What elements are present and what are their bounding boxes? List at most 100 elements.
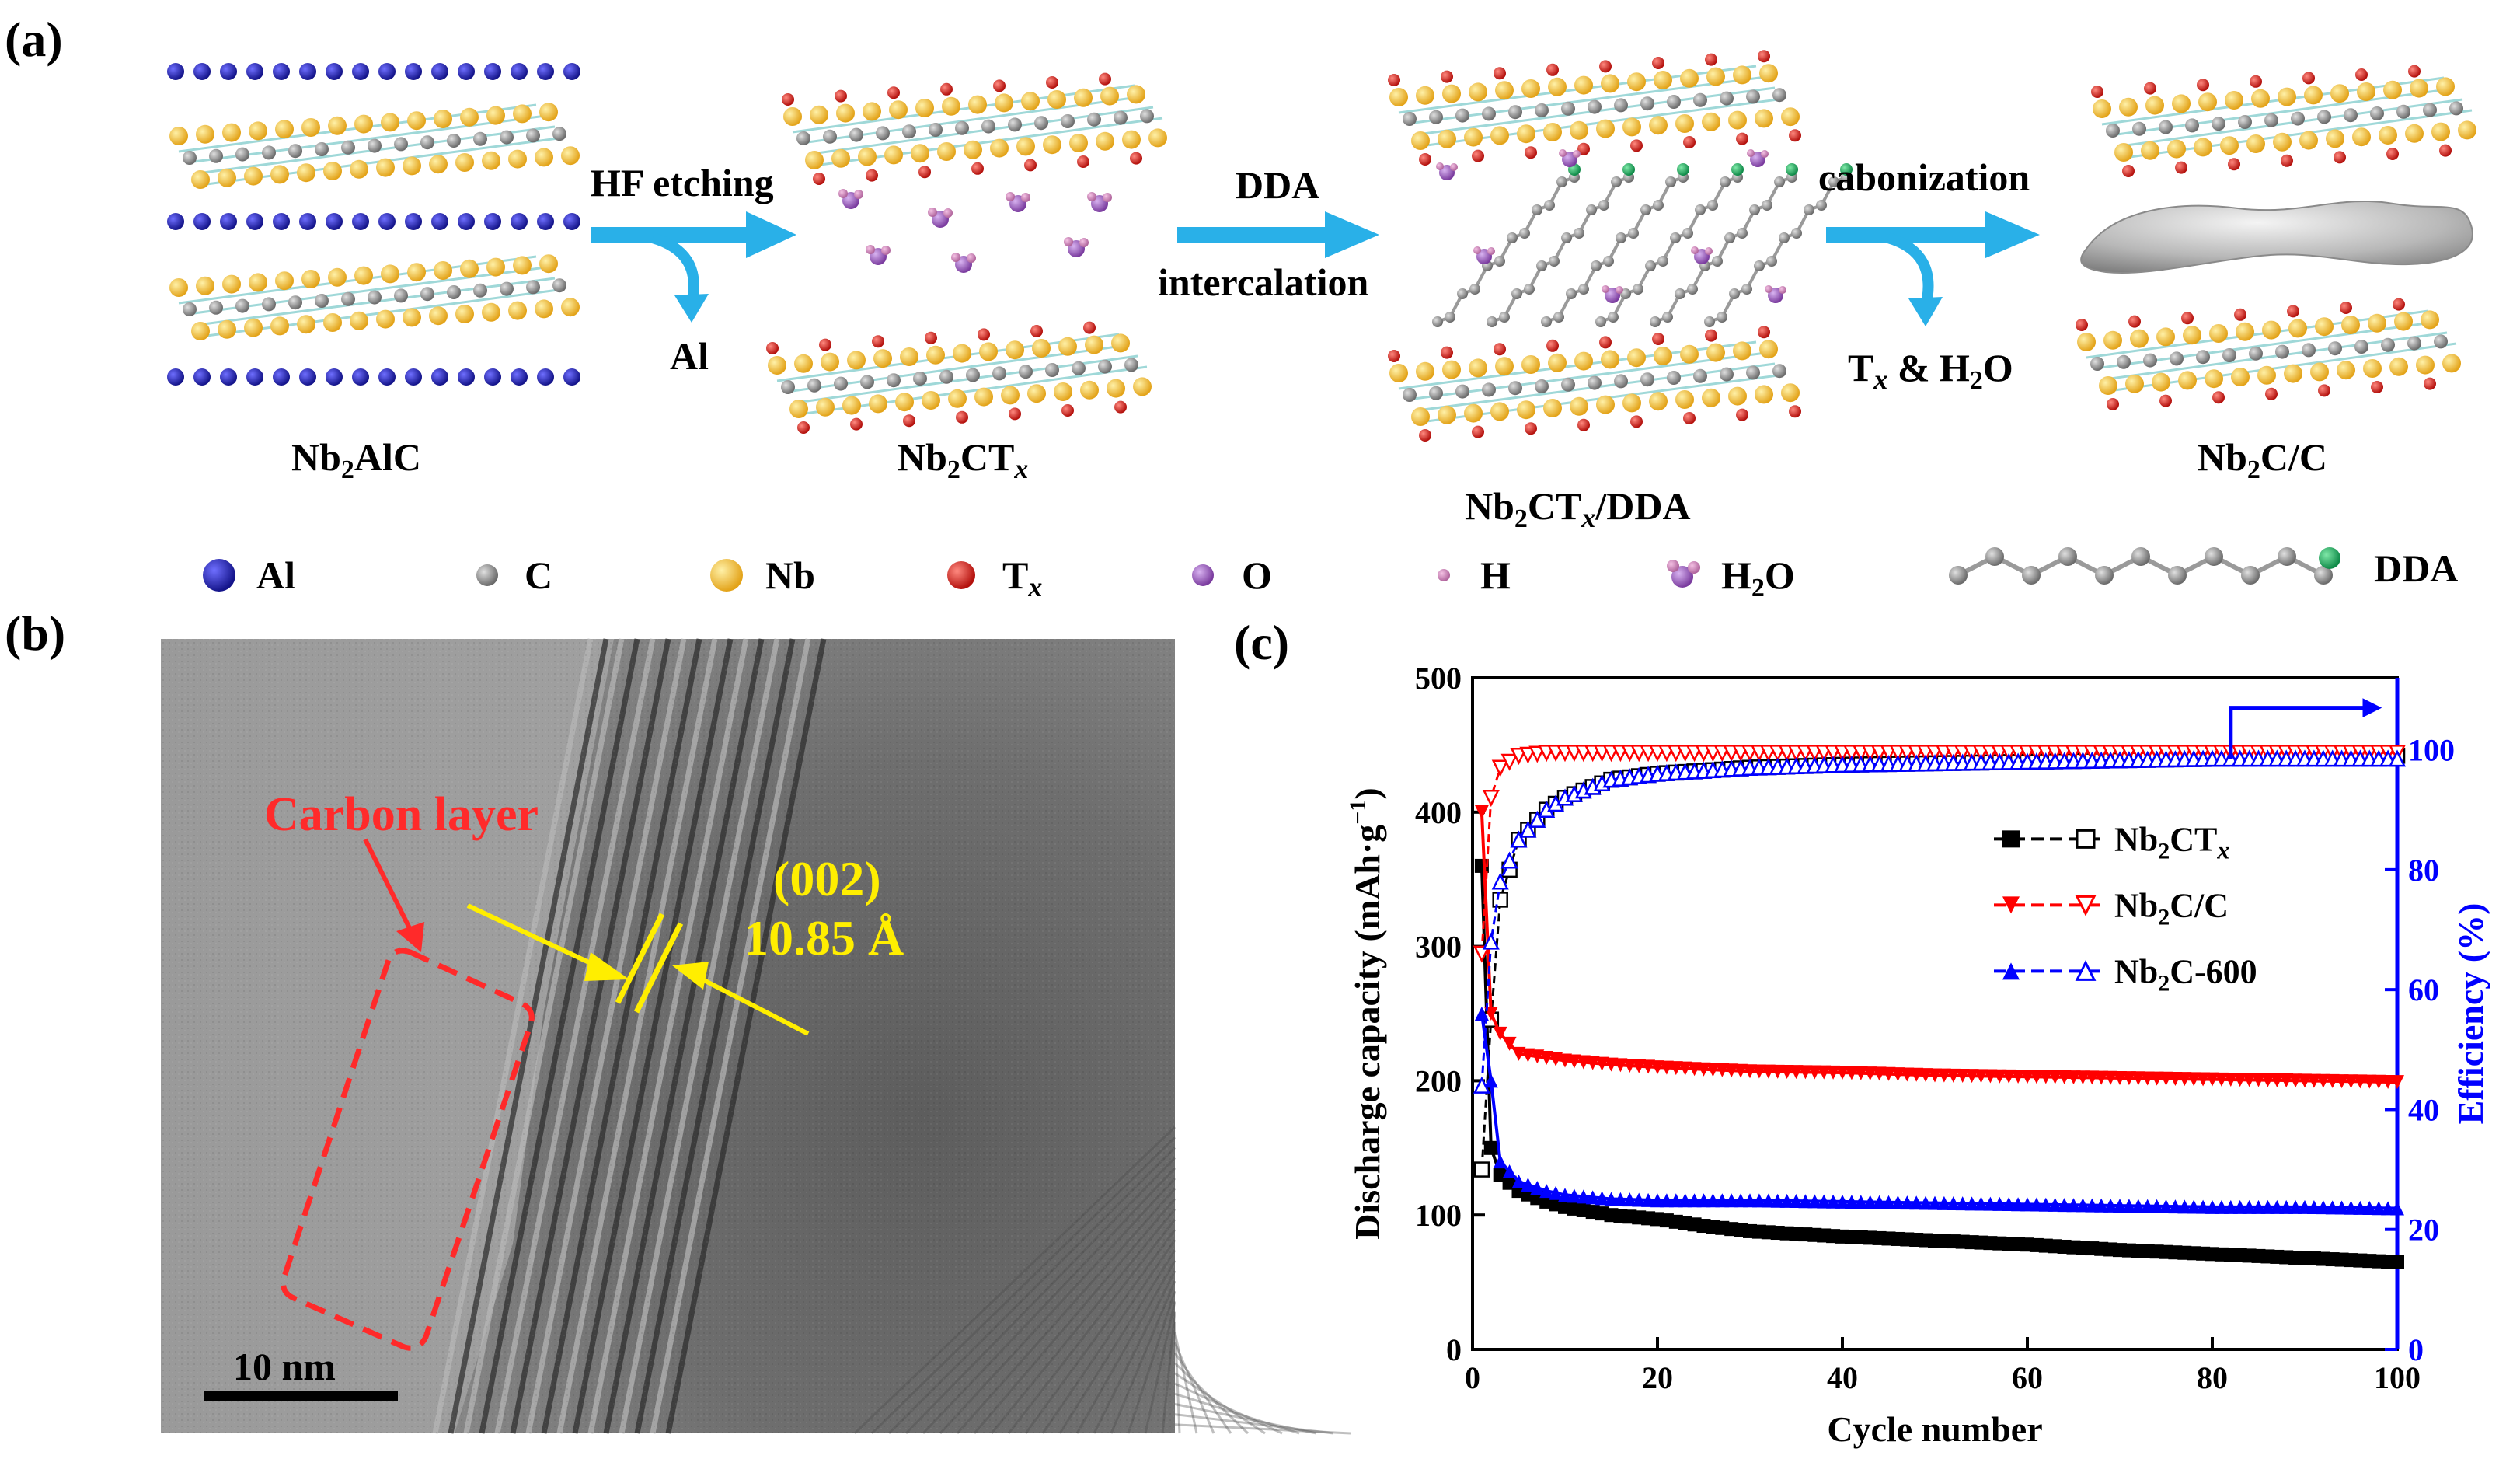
capacity-point [2344,1074,2358,1089]
capacity-point [1798,1194,1813,1209]
capacity-point [2094,1070,2109,1085]
legend-dda-icon [1949,547,2340,585]
capacity-point [1919,1195,1933,1210]
capacity-point [1585,1190,1600,1205]
capacity-point [1789,1194,1804,1209]
capacity-point [1751,1193,1766,1208]
legend-tx-label: Tx [1002,553,1042,602]
legend-label: Nb2C/C [2114,886,2229,930]
legend-item-Nb2C-600: Nb2C-600 [1994,952,2257,996]
capacity-point [2316,1200,2330,1215]
capacity-point [1983,1196,1998,1211]
lattice-spacing-annotation: (002) 10.85 Å [466,851,904,1036]
water-molecule [1473,246,1495,264]
water-molecule [1559,149,1581,167]
capacity-point [1641,1059,1656,1074]
capacity-point [1844,1195,1859,1209]
capacity-point [1724,1063,1739,1078]
series-Nb2C-600 [1473,749,2407,1216]
capacity-point [2298,1073,2312,1088]
capacity-point [1734,1063,1748,1078]
capacity-point [1974,1196,1988,1211]
efficiency-point [1500,753,1518,771]
capacity-point [2066,1070,2081,1085]
capacity-point [2205,1072,2219,1087]
tem-image [161,638,1351,1435]
legend-item-Nb2CTx: Nb2CTx [1994,820,2229,864]
nb2ctx-slab-1 [782,72,1167,185]
legend-label: Nb2CTx [2114,820,2229,864]
y-tick-label: 0 [1446,1332,1462,1367]
capacity-point [1678,1193,1692,1208]
capacity-point [1558,1053,1572,1068]
capacity-point [1558,1188,1572,1202]
y2-tick-label: 20 [2408,1213,2439,1248]
dda-chain [1432,163,1581,327]
x-axis-title: Cycle number [1827,1409,2042,1449]
capacity-point [2140,1071,2155,1086]
water-molecule [1602,285,1623,303]
water-molecule [838,189,863,209]
legend-al-icon [203,559,235,592]
capacity-point [1585,1056,1600,1070]
capacity-point [1668,1061,1683,1076]
capacity-point [1761,1064,1776,1079]
capacity-point [1659,1193,1674,1208]
capacity-point [1567,1054,1581,1069]
legend-marker-filled [2002,962,2020,980]
plane-label: (002) [773,851,881,906]
capacity-point [2223,1199,2238,1214]
capacity-point [1483,1073,1498,1088]
carbon-layer-blob [2080,200,2473,274]
capacity-point [2168,1071,2183,1086]
capacity-point [1955,1069,1970,1084]
capacity-point [2381,1074,2396,1089]
cycling-chart: 0 20 40 60 80 1000100200300400500020406080100… [1345,661,2490,1449]
water-molecule [1691,246,1713,264]
step-tx-h2o: Tx & H2O [1848,346,2013,395]
capacity-point [2232,1073,2247,1087]
capacity-point [2038,1197,2053,1212]
capacity-point [1604,1057,1619,1072]
capacity-point [1826,1194,1841,1209]
efficiency-axis-indicator-arrow [2229,698,2382,759]
x-tick-label: 80 [2197,1360,2228,1395]
capacity-point [2353,1200,2368,1215]
capacity-point [1706,1193,1720,1208]
y2-tick-label: 100 [2408,733,2455,768]
capacity-point [1900,1195,1915,1210]
legend-c-icon [476,564,498,586]
scale-bar: 10 nm [204,1345,398,1401]
step-intercalation: intercalation [1158,260,1368,304]
capacity-point [1743,1064,1757,1079]
legend-h-label: H [1480,553,1511,597]
efficiency-point [1482,790,1500,808]
nb2alc-slab-2 [169,254,580,340]
legend-o-label: O [1242,553,1272,597]
x-tick-label: 60 [2012,1360,2043,1395]
capacity-point [1521,1178,1535,1192]
capacity-point [1734,1193,1748,1208]
capacity-point [2390,1201,2404,1216]
carbon-layer-label: Carbon layer [264,788,539,841]
capacity-point [2002,1197,2016,1212]
capacity-point [1696,1193,1711,1208]
y2-tick-label: 0 [2408,1332,2424,1367]
capacity-point [2279,1199,2294,1214]
capacity-point [2334,1200,2349,1215]
scale-bar-label: 10 nm [233,1345,336,1388]
y-tick-label: 100 [1415,1198,1462,1233]
capacity-point [1919,1068,1933,1083]
efficiency-point [2388,749,2407,767]
capacity-point [2057,1198,2072,1213]
efficiency-point [1491,872,1509,890]
capacity-point [1751,1064,1766,1079]
capacity-point [1613,1192,1628,1206]
nb2ctx-slab-2 [766,321,1152,434]
capacity-point [2362,1201,2377,1216]
capacity-point [2094,1198,2109,1213]
efficiency-point [1510,830,1528,848]
capacity-point [1964,1196,1979,1211]
capacity-point [1946,1068,1961,1083]
